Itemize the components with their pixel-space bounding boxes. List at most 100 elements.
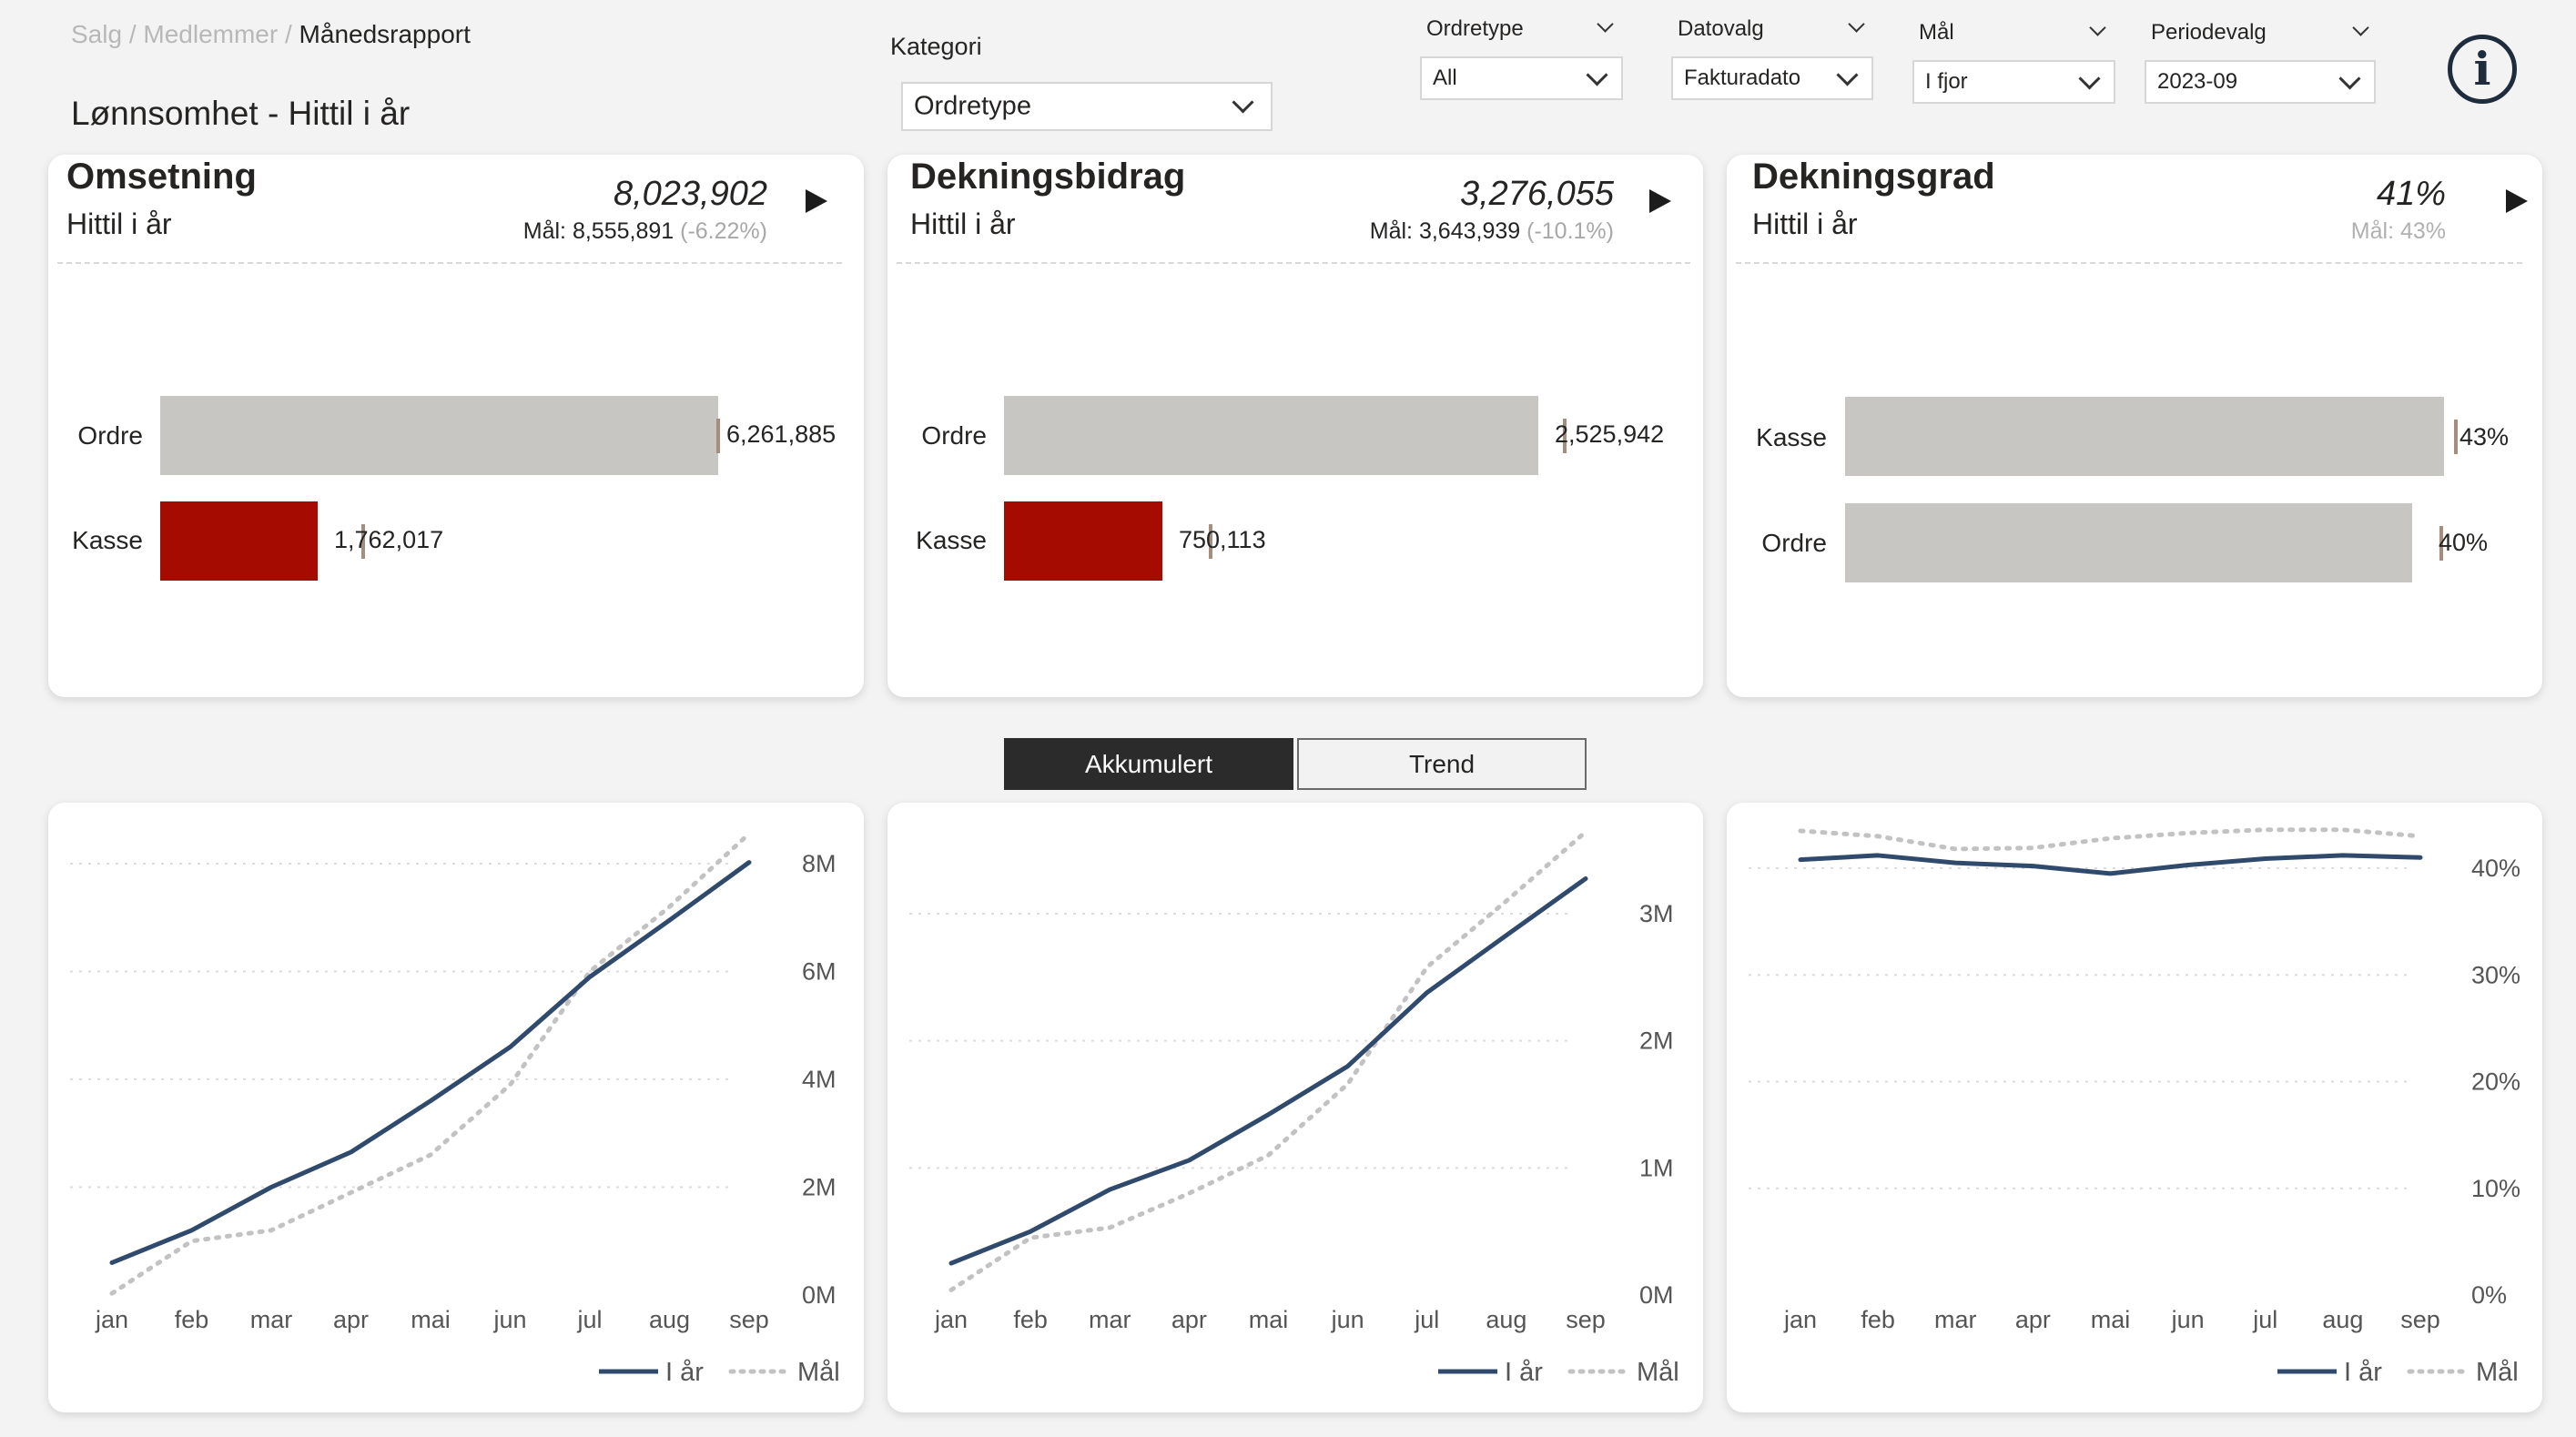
x-tick-label: apr — [333, 1306, 369, 1333]
card-title: Dekningsbidrag — [910, 157, 1186, 197]
kpi-goal-text: Mål: 43% — [2350, 218, 2446, 244]
line-chart-omsetning: 0M 2M 4M 6M 8M jan feb mar apr mai jun jul aug sep I å… — [48, 803, 864, 1412]
x-tick-label: mar — [1089, 1306, 1131, 1333]
x-tick-label: jan — [95, 1306, 128, 1333]
card-subtitle: Hittil i år — [66, 207, 172, 240]
chevron-down-icon — [1232, 91, 1254, 114]
breadcrumb-item-salg[interactable]: Salg — [71, 20, 123, 48]
ordretype-label: Ordretype — [1426, 16, 1524, 41]
line-chart-svg: 0M 1M 2M 3M jan feb mar apr mai jun jul aug sep I år M… — [909, 829, 1679, 1387]
y-tick-label: 2M — [802, 1174, 837, 1201]
breadcrumb-item-medlemmer[interactable]: Medlemmer — [143, 20, 279, 48]
x-tick-label: sep — [1566, 1306, 1606, 1333]
series-line-actual[interactable] — [1798, 853, 2423, 876]
kpi-goal-text: Mål: 3,643,939 — [1369, 218, 1521, 244]
chevron-down-icon[interactable] — [1597, 15, 1614, 33]
breadcrumb: Salg / Medlemmer / Månedsrapport — [71, 20, 471, 49]
target-marker — [1209, 524, 1212, 559]
bar-ordre[interactable] — [160, 396, 718, 475]
kpi-card-dekningsgrad: Dekningsgrad Hittil i år 41% Mål: 43% Ka… — [1727, 155, 2542, 697]
bar-label: Ordre — [1761, 529, 1827, 557]
x-tick-label: jul — [2252, 1306, 2277, 1333]
periodevalg-value: 2023-09 — [2157, 69, 2238, 94]
x-tick-label: mar — [250, 1306, 293, 1333]
bar-value: 2,525,942 — [1555, 420, 1665, 448]
y-tick-label: 6M — [802, 958, 837, 986]
bar-ordre[interactable] — [1004, 396, 1538, 475]
target-marker — [2454, 420, 2458, 454]
akkumulert-button[interactable]: Akkumulert — [1004, 738, 1293, 790]
y-tick-label: 10% — [2471, 1175, 2520, 1202]
kpi-goal: Mål: 3,643,939 (-10.1%) — [1370, 218, 1614, 245]
breadcrumb-separator: / — [284, 20, 292, 48]
x-tick-label: jul — [576, 1306, 602, 1333]
bar-ordre[interactable] — [1845, 503, 2412, 582]
x-tick-label: jun — [492, 1306, 526, 1333]
kategori-dropdown[interactable]: Ordretype — [901, 82, 1273, 131]
target-marker — [361, 524, 365, 559]
chevron-down-icon — [1836, 64, 1859, 86]
line-chart-svg: 0% 10% 20% 30% 40% jan feb mar apr mai jun jul aug se… — [1749, 827, 2520, 1387]
mal-label: Mål — [1919, 20, 1954, 45]
y-tick-label: 20% — [2471, 1068, 2520, 1096]
datovalg-label: Datovalg — [1678, 16, 1764, 41]
bar-value: 1,762,017 — [334, 526, 444, 553]
x-tick-label: mai — [411, 1306, 451, 1333]
chevron-down-icon — [2078, 67, 2101, 90]
x-tick-label: feb — [1013, 1306, 1048, 1333]
bar-label: Kasse — [1756, 423, 1827, 451]
bar-kasse[interactable] — [1845, 397, 2444, 476]
x-tick-label: mai — [1249, 1306, 1289, 1333]
bar-value: 6,261,885 — [726, 420, 837, 448]
periodevalg-dropdown[interactable]: 2023-09 — [2145, 60, 2376, 104]
x-tick-label: apr — [1171, 1306, 1207, 1333]
datovalg-dropdown[interactable]: Fakturadato — [1671, 56, 1873, 100]
bar-kasse[interactable] — [1004, 501, 1162, 581]
bar-label: Ordre — [77, 421, 143, 450]
info-circle-icon[interactable]: i — [2448, 35, 2517, 104]
series-line-goal[interactable] — [1798, 827, 2423, 852]
drillthrough-arrow-icon[interactable] — [1649, 189, 1671, 213]
x-tick-label: apr — [2015, 1306, 2051, 1333]
ordretype-dropdown[interactable]: All — [1420, 56, 1623, 100]
kpi-goal: Mål: 43% — [2351, 218, 2446, 245]
bar-value: 750,113 — [1179, 526, 1266, 553]
y-tick-label: 30% — [2471, 961, 2520, 988]
chevron-down-icon — [1586, 64, 1608, 86]
x-tick-label: sep — [729, 1306, 769, 1333]
kpi-value: 8,023,902 — [613, 175, 767, 213]
y-tick-label: 0M — [802, 1281, 837, 1309]
x-tick-label: jan — [934, 1306, 968, 1333]
card-title: Omsetning — [66, 157, 257, 197]
trend-button[interactable]: Trend — [1297, 738, 1587, 790]
y-tick-label: 8M — [802, 850, 837, 877]
series-line-actual[interactable] — [948, 875, 1588, 1266]
mal-dropdown[interactable]: I fjor — [1912, 60, 2115, 104]
series-line-goal[interactable] — [109, 831, 752, 1296]
kategori-value: Ordretype — [914, 91, 1031, 121]
bar-kasse[interactable] — [160, 501, 318, 581]
periodevalg-label: Periodevalg — [2151, 20, 2267, 45]
kategori-label: Kategori — [890, 33, 982, 60]
line-chart-svg: 0M 2M 4M 6M 8M jan feb mar apr mai jun jul aug sep I å… — [70, 831, 840, 1387]
x-tick-label: jun — [2171, 1306, 2205, 1333]
drillthrough-arrow-icon[interactable] — [806, 189, 827, 213]
x-tick-label: mar — [1934, 1306, 1977, 1333]
card-subtitle: Hittil i år — [1752, 207, 1858, 240]
kpi-value: 3,276,055 — [1459, 175, 1614, 213]
x-tick-label: jan — [1783, 1306, 1817, 1333]
card-divider — [57, 262, 842, 264]
x-tick-label: jun — [1331, 1306, 1364, 1333]
chevron-down-icon[interactable] — [1848, 15, 1865, 33]
drillthrough-arrow-icon[interactable] — [2506, 189, 2528, 213]
y-tick-label: 3M — [1639, 900, 1674, 927]
datovalg-value: Fakturadato — [1684, 66, 1801, 90]
chevron-down-icon[interactable] — [2352, 19, 2369, 36]
series-line-actual[interactable] — [109, 860, 752, 1265]
kpi-goal-pct: (-6.22%) — [680, 218, 767, 244]
card-divider — [897, 262, 1690, 264]
series-line-goal[interactable] — [948, 829, 1588, 1292]
kpi-goal-pct: (-10.1%) — [1526, 218, 1614, 244]
legend-label: I år — [1505, 1358, 1543, 1387]
chevron-down-icon[interactable] — [2089, 19, 2106, 36]
